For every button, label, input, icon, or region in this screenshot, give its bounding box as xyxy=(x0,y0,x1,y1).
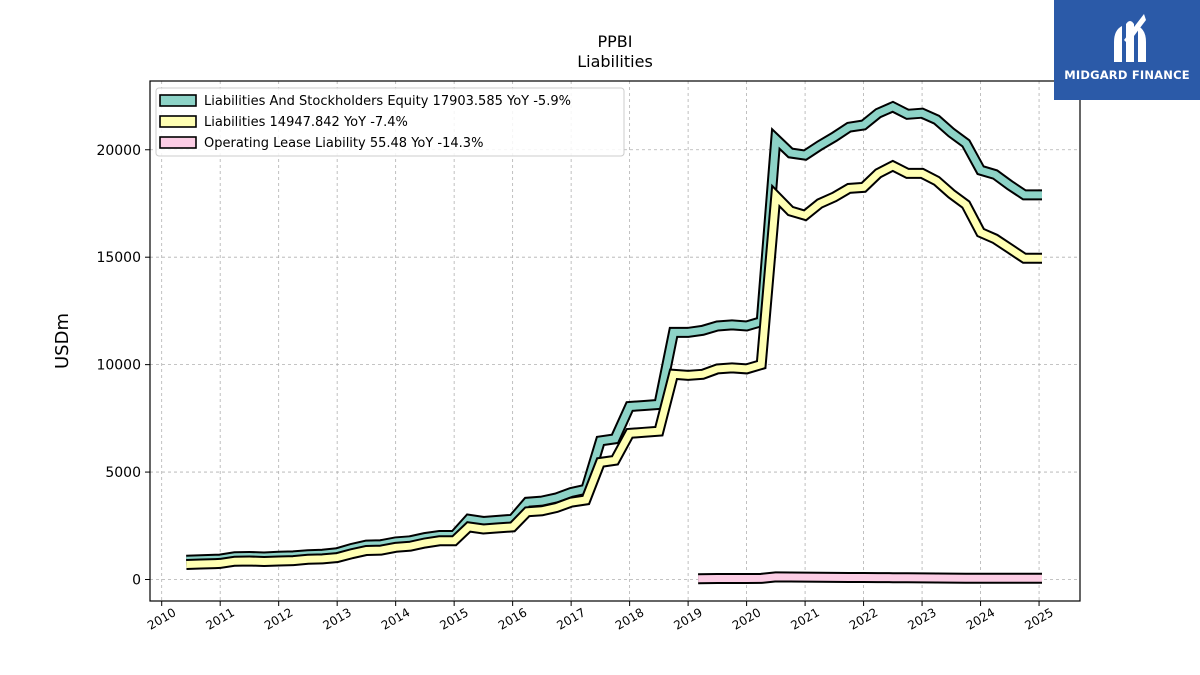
brand-name: MIDGARD FINANCE xyxy=(1064,68,1190,82)
series-line-1 xyxy=(186,161,1042,568)
x-tick-label: 2015 xyxy=(437,605,470,632)
series-layer xyxy=(186,100,1042,585)
x-tick-label: 2014 xyxy=(379,605,412,632)
x-tick-label: 2016 xyxy=(496,605,529,632)
x-tick-label: 2019 xyxy=(671,605,704,632)
x-tick-label: 2011 xyxy=(203,605,236,632)
grid xyxy=(150,81,1080,601)
x-tick-label: 2010 xyxy=(145,605,178,632)
x-tick-label: 2023 xyxy=(905,605,938,632)
y-tick-label: 15000 xyxy=(96,250,141,266)
x-tick-label: 2021 xyxy=(788,605,821,632)
x-tick-label: 2022 xyxy=(847,605,880,632)
y-axis: 0 5000 10000 15000 20000 xyxy=(96,143,150,589)
legend-label: Liabilities 14947.842 YoY -7.4% xyxy=(204,115,408,130)
legend-swatch xyxy=(159,94,197,107)
chart-subtitle: Liabilities xyxy=(577,52,653,71)
legend-label: Liabilities And Stockholders Equity 1790… xyxy=(204,94,571,109)
y-axis-label: USDm xyxy=(52,313,73,369)
y-tick-label: 20000 xyxy=(96,143,141,159)
plot-frame xyxy=(149,80,1081,602)
y-tick-label: 5000 xyxy=(105,465,141,481)
x-tick-label: 2018 xyxy=(613,605,646,632)
midgard-finance-logo: MIDGARD FINANCE xyxy=(1054,0,1200,100)
midgard-logo-icon xyxy=(1114,14,1146,62)
y-tick-label: 10000 xyxy=(96,358,141,374)
x-tick-label: 2024 xyxy=(964,605,997,632)
x-tick-label: 2017 xyxy=(554,605,587,632)
x-axis: 2010 2011 2012 2013 2014 2015 2016 2017 2018 2019… xyxy=(145,601,1056,633)
x-tick-label: 2025 xyxy=(1022,605,1055,632)
series-line-2 xyxy=(698,573,1042,583)
legend-label: Operating Lease Liability 55.48 YoY -14.… xyxy=(204,136,483,151)
legend-swatch xyxy=(159,136,197,149)
y-tick-label: 0 xyxy=(132,573,141,589)
series-line-outline-1 xyxy=(186,159,1042,570)
chart-title: PPBI xyxy=(598,32,633,51)
legend: Liabilities And Stockholders Equity 1790… xyxy=(155,87,625,157)
legend-box xyxy=(155,87,625,157)
x-tick-label: 2013 xyxy=(320,605,353,632)
x-tick-label: 2020 xyxy=(730,605,763,632)
legend-swatch xyxy=(159,115,197,128)
x-tick-label: 2012 xyxy=(262,605,295,632)
